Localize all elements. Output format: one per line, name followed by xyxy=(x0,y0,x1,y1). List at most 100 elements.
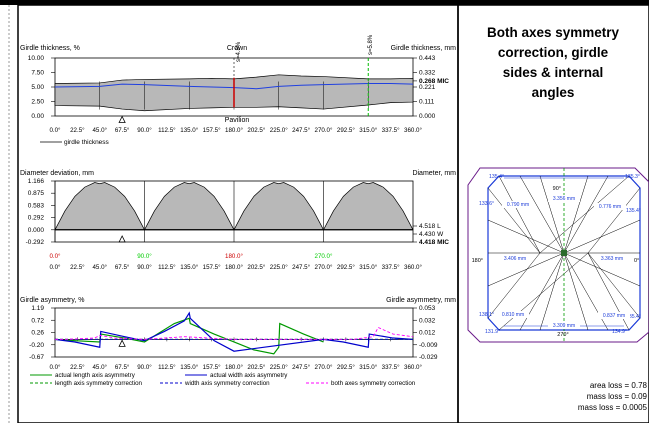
mass-loss-fine-text: mass loss = 0.0005 xyxy=(578,403,648,412)
diagram-facet-line xyxy=(487,187,541,254)
area-loss-text: area loss = 0.78 xyxy=(590,381,648,390)
panel-title-line-2: correction, girdle xyxy=(498,45,609,60)
c2-lobe-3 xyxy=(322,182,414,231)
diagram-facet-line xyxy=(487,252,541,319)
c1-ylabel-right: Girdle thickness, mm xyxy=(391,45,457,52)
corner-angle-1: 135.3° xyxy=(625,174,640,180)
length-label-bg-3 xyxy=(499,255,531,262)
length-label-bg-7 xyxy=(548,322,580,329)
length-label-1: 0.790 mm xyxy=(507,202,529,208)
c1-rtick-4: 0.111 xyxy=(419,99,435,106)
length-label-bg-6 xyxy=(598,312,630,319)
c3-ytick-4: -0.67 xyxy=(29,354,44,361)
c2-xtick-14: 315.0° xyxy=(359,264,377,271)
c2-xtick-15: 337.5° xyxy=(382,264,400,271)
c2-lobe-2 xyxy=(233,182,325,231)
c3-ytick-3: -0.20 xyxy=(29,342,44,349)
diagram-facet-line xyxy=(539,175,565,254)
diagram-facet-line xyxy=(487,219,565,254)
c3-axes-box xyxy=(54,307,414,358)
c3-legend-label-3: width axis symmetry correction xyxy=(184,380,270,387)
c3-rtick-4: -0.029 xyxy=(419,354,438,361)
c2-right-ticks: 4.518 L4.430 W4.418 MIC xyxy=(413,223,449,246)
c2-highlight-tick-3: 270.0° xyxy=(315,253,333,260)
c3-right-ticks: 0.053 0.032 0.012 -0.009 -0.029 xyxy=(413,305,438,361)
corner-angle-4: 138.1° xyxy=(479,312,494,318)
c3-ylabel-right: Girdle asymmetry, mm xyxy=(386,297,456,304)
c2-highlight-tick-2: 180.0° xyxy=(225,253,243,260)
c2-xtick-12: 270.0° xyxy=(315,264,333,271)
c1-xtick-4: 90.0° xyxy=(137,127,152,134)
c3-legend-label-1: actual width axis asymmetry xyxy=(210,372,288,379)
diagram-facet-line xyxy=(563,175,589,254)
girdle-asymmetry-chart: Girdle asymmetry, % Girdle asymmetry, mm… xyxy=(20,297,456,387)
c2-ytick-1: 0.875 xyxy=(28,190,45,197)
c1-xtick-12: 270.0° xyxy=(315,127,333,134)
c1-crown-label: Crown xyxy=(227,45,247,52)
c2-xtick-4: 90.0° xyxy=(137,264,152,271)
c1-xtick-13: 292.5° xyxy=(337,127,355,134)
c2-ytick-2: 0.583 xyxy=(28,202,45,209)
c1-ytick-0: 10.00 xyxy=(28,55,45,62)
right-panel: Both axes symmetry correction, girdle si… xyxy=(467,25,649,412)
c1-delta-marker xyxy=(118,115,126,123)
diagram-culet xyxy=(561,250,567,256)
length-label-5: 0.810 mm xyxy=(502,312,524,318)
c3-rtick-0: 0.053 xyxy=(419,305,436,312)
c1-xtick-8: 180.0° xyxy=(225,127,243,134)
side-angle-1: 180° xyxy=(472,258,483,264)
c2-xtick-1: 22.5° xyxy=(70,264,85,271)
c3-ytick-1: 0.72 xyxy=(31,317,44,324)
c3-legend-label-2: length axis symmetry correction xyxy=(55,380,143,387)
c2-ytick-4: 0.000 xyxy=(28,227,45,234)
side-angle-2: 0° xyxy=(634,258,639,264)
c1-xtick-9: 202.5° xyxy=(247,127,265,134)
diagram-facet-line xyxy=(587,187,641,254)
c2-yticks: 1.166 0.875 0.583 0.292 0.000 -0.292 xyxy=(26,178,55,246)
c2-xtick-2: 45.0° xyxy=(92,264,107,271)
length-label-bg-4 xyxy=(596,255,628,262)
c2-delta-marker xyxy=(118,235,126,243)
c3-xtick-5: 112.5° xyxy=(158,364,176,371)
diagram-outer-outline xyxy=(467,167,649,343)
c3-ytick-2: 0.26 xyxy=(31,330,44,337)
c2-highlight-ticks: 0.0° 90.0° 180.0° 270.0° xyxy=(49,253,333,260)
c2-xtick-7: 157.5° xyxy=(203,264,221,271)
c1-xtick-7: 157.5° xyxy=(203,127,221,134)
diagram-facet-line xyxy=(519,252,565,331)
c3-xticks: 0.0° 22.5° 45.0° 67.5° 90.0° 112.5° 135.0° 157.… xyxy=(49,364,422,371)
corner-angle-6: 131.9° xyxy=(485,329,500,335)
side-angle-3: 270° xyxy=(557,332,568,338)
c3-ytick-0: 1.19 xyxy=(31,305,44,312)
c1-xtick-2: 45.0° xyxy=(92,127,107,134)
c2-ylabel-right: Diameter, mm xyxy=(412,170,456,177)
c3-xtick-7: 157.5° xyxy=(203,364,221,371)
c2-xtick-11: 247.5° xyxy=(292,264,310,271)
diagram-facet-line xyxy=(563,252,589,331)
c1-xtick-10: 225.0° xyxy=(270,127,288,134)
diagram-facet-line xyxy=(519,175,565,254)
c2-rtick-1: 4.430 W xyxy=(419,231,444,238)
c1-rtick-2: 0.268 MIC xyxy=(419,78,449,85)
c1-rtick-3: 0.221 xyxy=(419,84,436,91)
c3-xtick-4: 90.0° xyxy=(137,364,152,371)
c2-ylabel-left: Diameter deviation, mm xyxy=(20,170,94,177)
panel-title-line-3: sides & internal xyxy=(503,65,604,80)
c3-series-4 xyxy=(55,326,414,340)
corner-angle-2: 133.6° xyxy=(479,201,494,207)
c1-xtick-14: 315.0° xyxy=(359,127,377,134)
c3-xtick-0: 0.0° xyxy=(49,364,61,371)
c3-xtick-1: 22.5° xyxy=(70,364,85,371)
c2-highlight-tick-0: 0.0° xyxy=(49,253,61,260)
top-border xyxy=(0,0,649,5)
c1-xticks: 0.0° 22.5° 45.0° 67.5° 90.0° 112.5° 135.0° 157.… xyxy=(49,127,422,134)
corner-angle-0: 135.4° xyxy=(489,174,504,180)
c3-legend-label-4: both axes symmetry correction xyxy=(331,380,416,387)
side-angle-0: 90° xyxy=(553,186,561,192)
c1-xtick-16: 360.0° xyxy=(404,127,422,134)
c3-xtick-13: 292.5° xyxy=(337,364,355,371)
c1-ylabel-left: Girdle thickness, % xyxy=(20,45,80,52)
c3-rtick-3: -0.009 xyxy=(419,342,438,349)
